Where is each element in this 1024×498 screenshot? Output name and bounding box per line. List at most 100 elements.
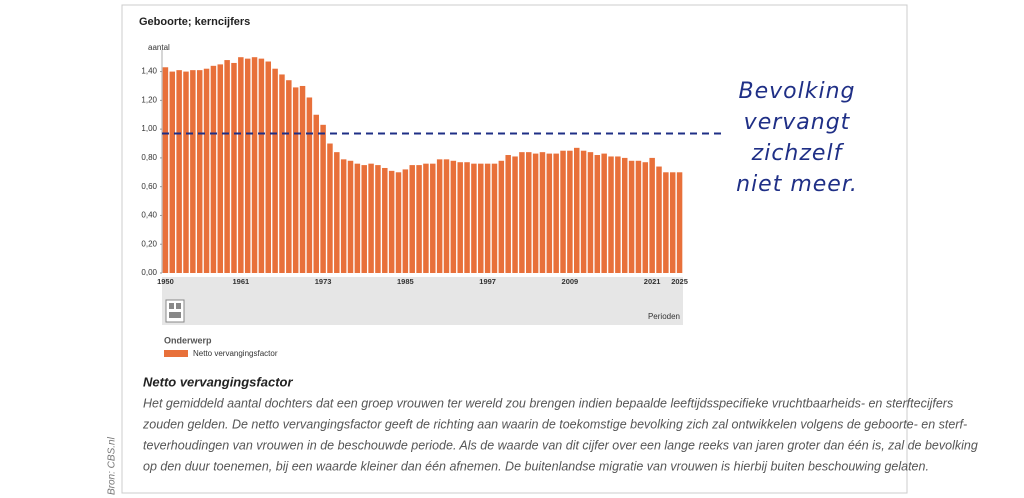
bar: [409, 165, 415, 273]
bar: [306, 97, 313, 273]
source: Bron: CBS.nl: [107, 436, 118, 495]
bar: [676, 172, 683, 273]
bar: [265, 61, 271, 274]
annotation: vervangt: [744, 110, 851, 135]
bar: [539, 152, 546, 273]
bar: [196, 70, 203, 273]
bar: [238, 57, 244, 274]
bar: [183, 71, 189, 273]
bar: [402, 169, 409, 273]
bar: [656, 166, 662, 273]
bar: [491, 163, 498, 273]
bar: [498, 160, 505, 273]
bar: [505, 155, 511, 273]
bar: [635, 160, 642, 273]
bar: [368, 163, 374, 273]
bar: [621, 157, 628, 273]
y-tick-label: 0,00: [141, 268, 157, 277]
bar: [649, 157, 655, 273]
bar: [340, 159, 347, 273]
y-tick-label: 0,80: [141, 153, 157, 162]
bar: [354, 163, 361, 273]
description-line: teverhoudingen van vrouwen in de beschou…: [143, 438, 978, 452]
legend-swatch: [164, 350, 188, 357]
bar: [512, 156, 518, 273]
bar: [320, 124, 326, 274]
bar: [203, 68, 210, 274]
bar: [443, 159, 450, 273]
annotation: zichzelf: [751, 141, 845, 166]
y-tick-label: 0,20: [141, 239, 157, 248]
bar: [251, 57, 258, 274]
bar: [279, 74, 285, 273]
bar: [519, 152, 525, 273]
bar: [608, 156, 614, 273]
bar: [532, 153, 539, 273]
y-tick-label: 1,40: [141, 67, 157, 76]
bar: [258, 58, 265, 273]
x-axis-label: Perioden: [648, 312, 680, 321]
y-tick-label: 1,00: [141, 124, 157, 133]
x-tick-label: 2021: [644, 277, 661, 286]
bar: [244, 58, 251, 273]
bar: [347, 160, 354, 273]
logo: [165, 299, 185, 323]
bar: [594, 155, 601, 273]
bar: [471, 163, 477, 273]
bar: [375, 165, 381, 273]
x-tick-label: 1950: [157, 277, 174, 286]
bar: [286, 80, 292, 273]
footer-band: [162, 277, 683, 325]
bar: [560, 150, 566, 273]
bar: [176, 70, 182, 273]
bar: [334, 152, 340, 273]
bar: [484, 163, 491, 273]
description-line: op den duur toenemen, bij een waarde kle…: [143, 459, 929, 473]
y-axis-label: aantal: [148, 43, 170, 52]
bar: [615, 156, 621, 273]
bar: [327, 143, 333, 273]
bar: [423, 163, 429, 273]
bar: [231, 62, 237, 273]
bar: [388, 170, 395, 273]
x-tick-label: 1997: [479, 277, 496, 286]
bar: [416, 165, 422, 273]
bar: [553, 153, 559, 273]
bar: [546, 153, 553, 273]
bar: [669, 172, 676, 273]
bar: [567, 150, 573, 273]
bar: [450, 160, 457, 273]
bar: [361, 165, 367, 273]
bar: [574, 147, 580, 273]
bar: [272, 68, 278, 274]
bar: [457, 162, 463, 273]
bar: [430, 163, 436, 273]
legend-title: Onderwerp: [164, 335, 212, 345]
bar: [382, 167, 388, 273]
description-line: zouden gelden. De netto vervangingsfacto…: [142, 417, 967, 431]
annotation: niet meer.: [736, 172, 858, 197]
bar: [478, 163, 484, 273]
legend-label: Netto vervangingsfactor: [193, 349, 278, 358]
bar: [292, 87, 299, 273]
bar: [395, 172, 402, 273]
annotation: Bevolking: [739, 79, 856, 104]
x-tick-label: 1961: [232, 277, 249, 286]
y-tick-label: 1,20: [141, 95, 157, 104]
bar: [313, 114, 319, 273]
x-tick-label: 1985: [397, 277, 414, 286]
bar: [169, 71, 176, 273]
bar: [224, 60, 230, 273]
chart-title: Geboorte; kerncijfers: [139, 16, 250, 28]
description-line: Het gemiddeld aantal dochters dat een gr…: [143, 396, 953, 410]
bar: [601, 153, 607, 273]
bar: [642, 162, 649, 273]
bar: [580, 150, 587, 273]
bar: [526, 152, 532, 273]
bar: [162, 67, 169, 273]
bar: [464, 162, 470, 273]
bar: [663, 172, 669, 273]
y-tick-label: 0,40: [141, 211, 157, 220]
bar: [628, 160, 635, 273]
